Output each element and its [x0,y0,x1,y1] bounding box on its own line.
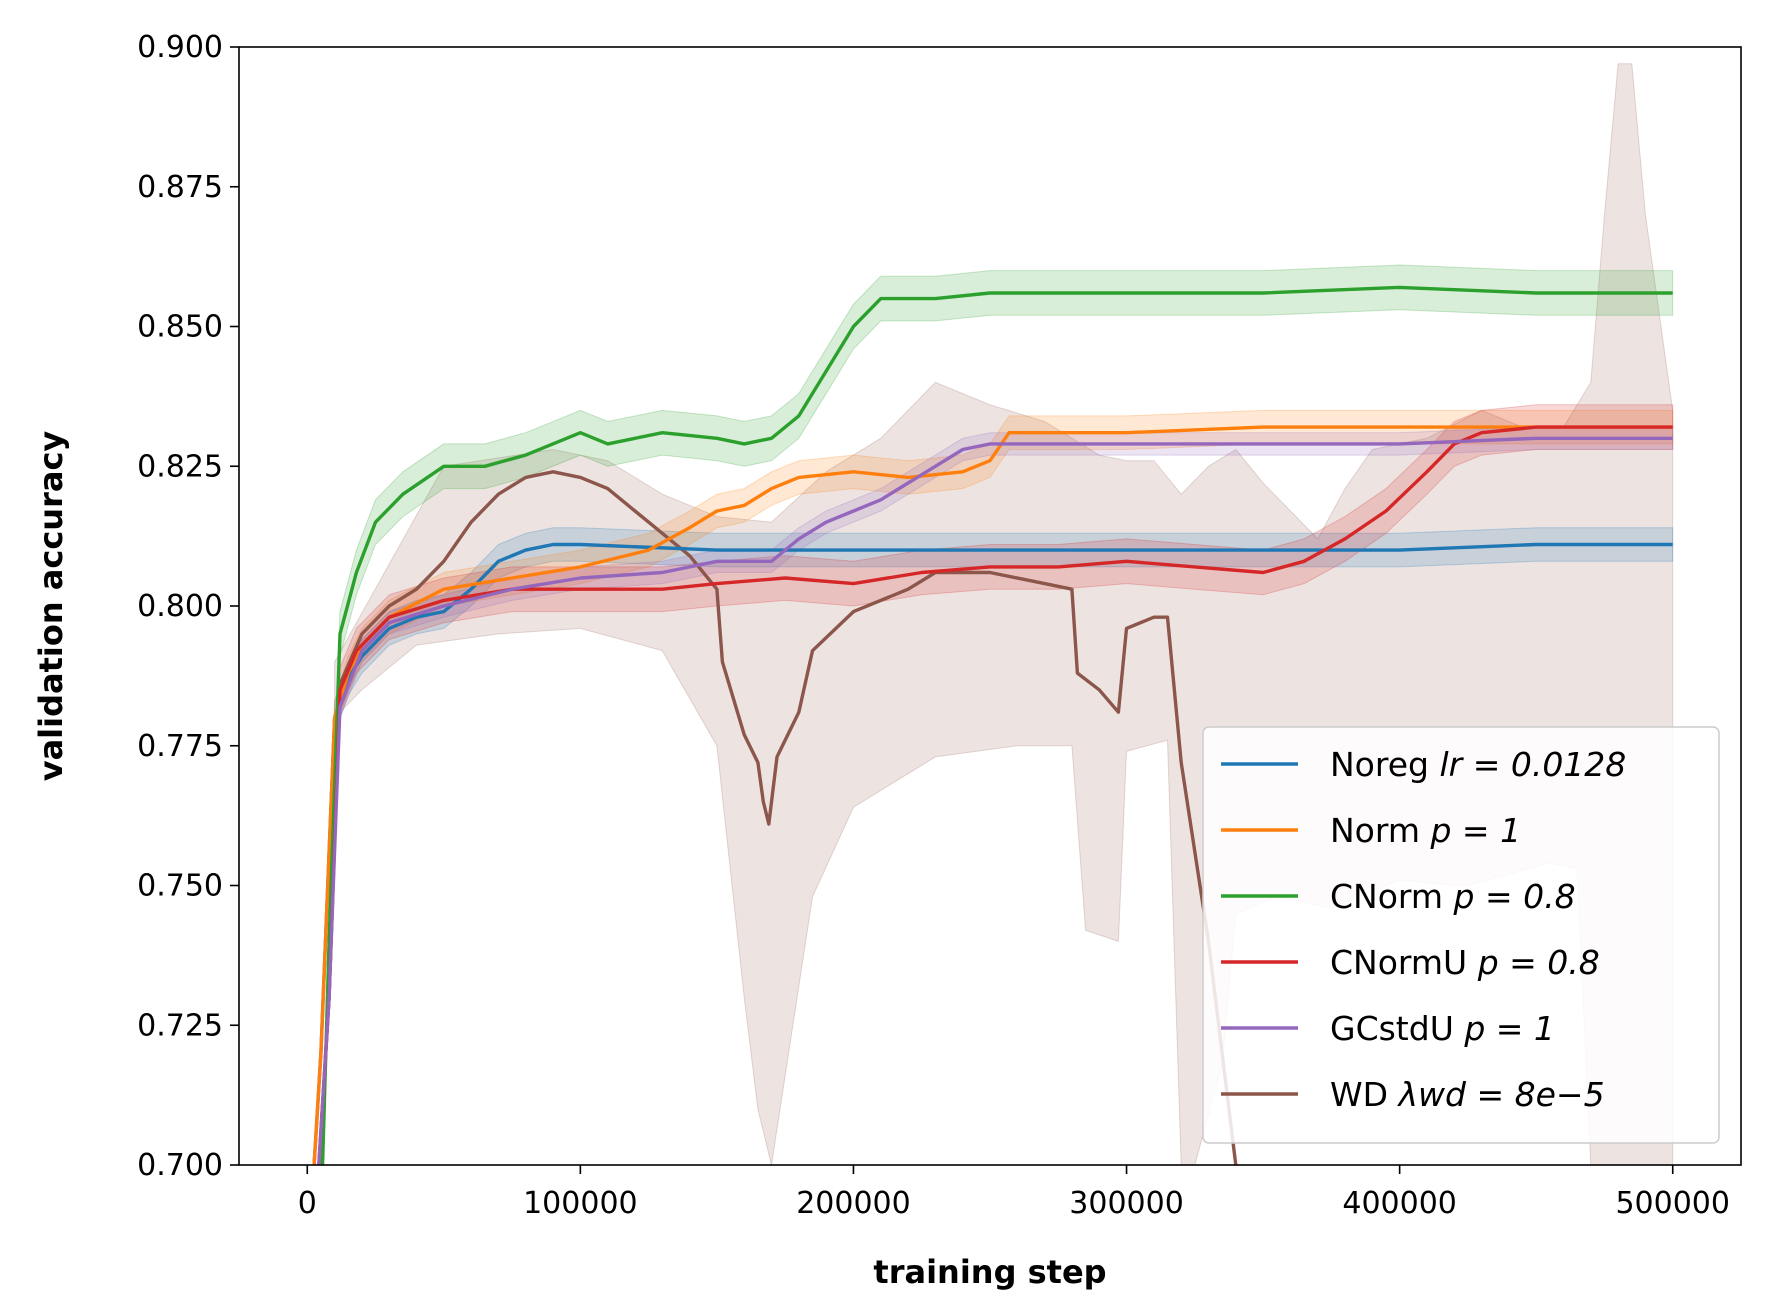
x-tick-label: 500000 [1615,1186,1730,1221]
band-norm [312,409,1674,1165]
y-tick-label: 0.750 [137,869,223,904]
series-lines [312,285,1673,1165]
y-tick-label: 0.800 [137,589,223,624]
y-axis-label: validation accuracy [32,431,70,782]
y-tick-label: 0.875 [137,170,223,205]
band-noreg [312,527,1674,1165]
x-axis: 0 100000 200000 300000 400000 500000 [298,1165,1730,1221]
y-axis: 0.700 0.725 0.750 0.775 0.800 0.825 0.850 0.875… [137,30,239,1183]
legend-label-wd: WD λwd = 8e−5 [1330,1075,1605,1114]
x-axis-label: training step [873,1253,1106,1291]
legend: Noreg lr = 0.0128 Norm p = 1 CNorm p = 0.8… [1202,726,1720,1144]
y-tick-label: 0.900 [137,30,223,65]
y-tick-label: 0.775 [137,729,223,764]
series-line-wd [317,470,1238,1165]
legend-label-gcstdu: GCstdU p = 1 [1330,1009,1555,1048]
y-tick-label: 0.850 [137,310,223,345]
legend-box [1202,726,1720,1144]
series-line-cnorm [320,285,1673,1165]
x-tick-label: 0 [298,1186,317,1221]
y-tick-label: 0.700 [137,1148,223,1183]
x-tick-label: 100000 [523,1186,638,1221]
y-tick-label: 0.725 [137,1008,223,1043]
legend-label-noreg: Noreg lr = 0.0128 [1330,745,1626,784]
x-tick-label: 400000 [1342,1186,1457,1221]
series-line-gcstdu [317,436,1673,1165]
series-line-cnormu [317,425,1673,1165]
legend-label-cnormu: CNormU p = 0.8 [1330,943,1600,982]
band-cnorm [321,264,1674,1165]
y-tick-label: 0.825 [137,449,223,484]
legend-label-cnorm: CNorm p = 0.8 [1330,877,1576,916]
legend-label-norm: Norm p = 1 [1330,811,1521,850]
x-tick-label: 300000 [1069,1186,1184,1221]
x-tick-label: 200000 [796,1186,911,1221]
